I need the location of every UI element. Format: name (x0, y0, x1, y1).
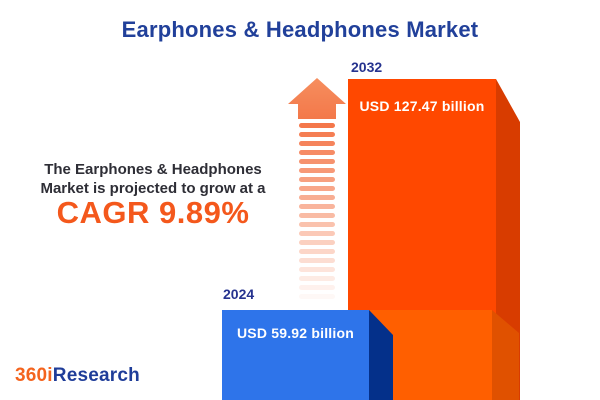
annotation-line-2: Market is projected to grow at a (40, 180, 266, 197)
growth-arrow-stripes (299, 123, 335, 303)
brand-logo-part1: 360i (15, 365, 53, 386)
bar-2024: USD 59.92 billion (222, 310, 369, 400)
annotation-line-1: The Earphones & Headphones (44, 161, 262, 178)
brand-logo: 360iResearch (15, 365, 140, 387)
page-title: Earphones & Headphones Market (121, 17, 479, 42)
growth-arrow-icon (288, 78, 346, 119)
brand-logo-part2: Research (52, 365, 140, 386)
cagr-value: CAGR 9.89% (56, 195, 250, 230)
growth-annotation: The Earphones & Headphones Market is pro… (18, 160, 288, 230)
year-label-2032: 2032 (351, 59, 383, 75)
bar-2024-value-label: USD 59.92 billion (237, 325, 354, 341)
year-label-2024: 2024 (223, 286, 255, 302)
bar-2032-value-label: USD 127.47 billion (359, 98, 485, 114)
